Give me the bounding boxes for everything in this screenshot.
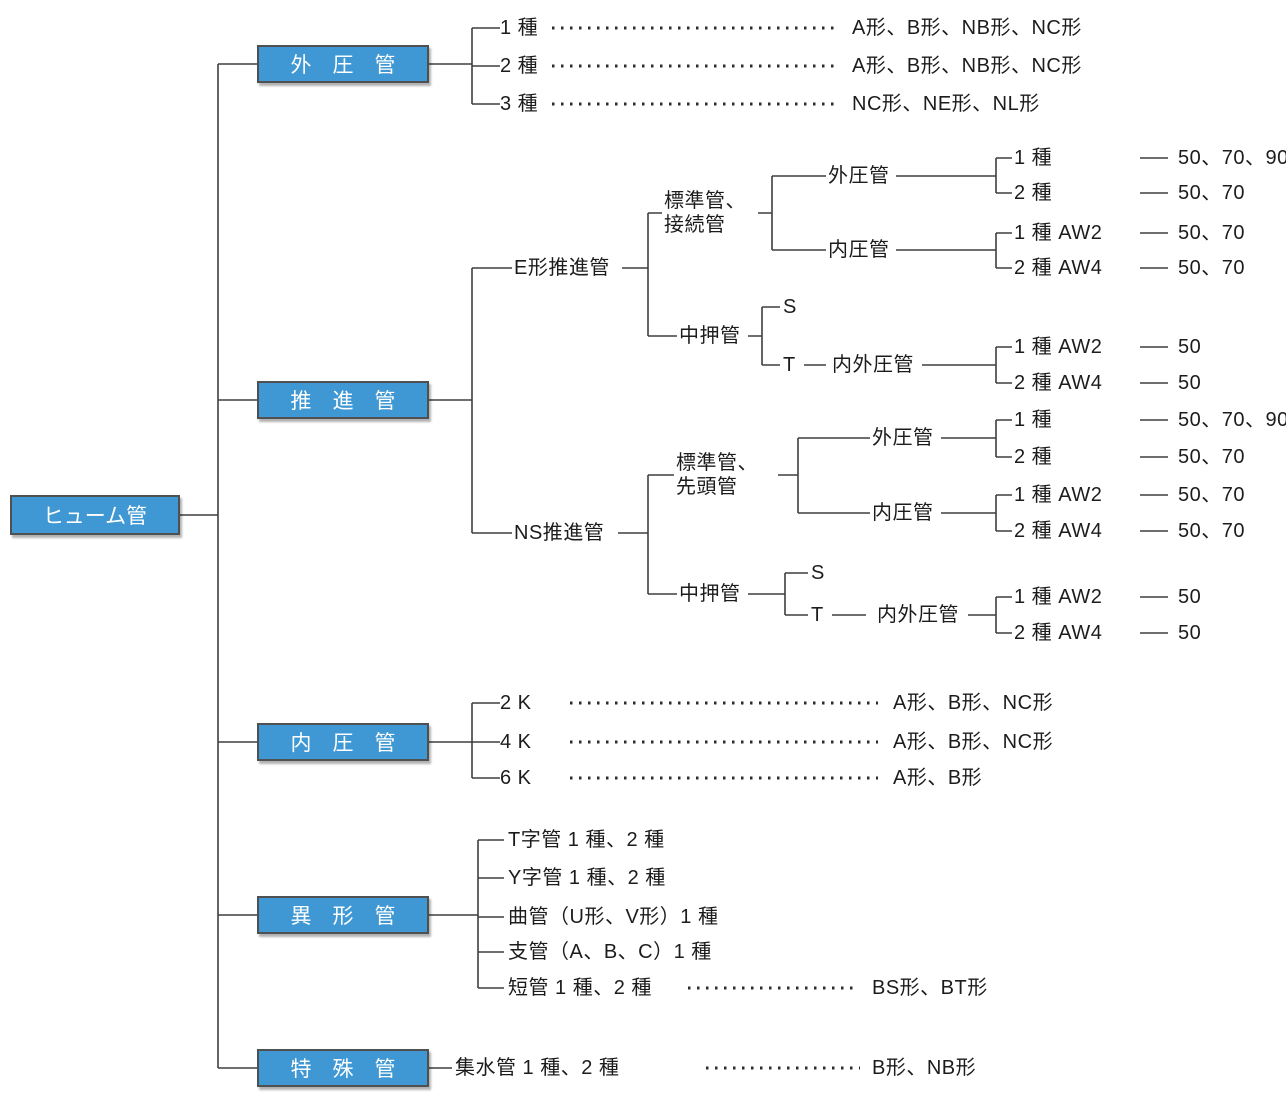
category-label: 推 進 管 — [290, 390, 396, 413]
category-box-tokushu: 特 殊 管 — [257, 1049, 429, 1087]
trunk-lines — [180, 63, 257, 1069]
branch-label-s: S — [783, 296, 797, 318]
dotted-leader — [688, 986, 858, 990]
size-values-label: 50 — [1178, 586, 1202, 608]
category-box-naiatsu: 内 圧 管 — [257, 723, 429, 761]
dotted-leader — [552, 26, 838, 30]
size-values-label: 50、70 — [1178, 520, 1245, 542]
class-type-label: 1 種 — [500, 17, 539, 39]
class-type-label: 1 種 AW2 — [1014, 484, 1103, 506]
category-label: 異 形 管 — [290, 905, 396, 928]
class-type-label: 2 種 AW4 — [1014, 622, 1103, 644]
branch-label-gaiatsukan: 外圧管 — [872, 427, 934, 449]
category-box-ikei: 異 形 管 — [257, 896, 429, 934]
gaiatsu-bracket — [429, 27, 500, 105]
size-values-label: 50、70 — [1178, 484, 1245, 506]
fitting-type-label: 曲管（U形、V形）1 種 — [508, 906, 719, 928]
naiatsu-bracket — [429, 702, 500, 779]
branch-label-t: T — [783, 354, 796, 376]
size-values-label: 50 — [1178, 622, 1202, 644]
class-type-label: 2 K — [500, 692, 532, 714]
form-types-label: A形、B形 — [893, 767, 983, 789]
ikei-bracket — [429, 839, 504, 989]
category-label: 特 殊 管 — [290, 1058, 396, 1081]
dotted-leader — [552, 102, 838, 106]
size-values-label: 50、70 — [1178, 446, 1245, 468]
branch-label-standard: 標準管、 — [664, 190, 746, 212]
branch-label-naiatsukan: 内圧管 — [872, 502, 934, 524]
form-types-label: A形、B形、NC形 — [893, 692, 1054, 714]
size-values-label: 50、70、90 — [1178, 147, 1286, 169]
special-pipe-label: 集水管 1 種、2 種 — [455, 1057, 620, 1079]
class-type-label: 2 種 — [1014, 182, 1053, 204]
fitting-type-label: 短管 1 種、2 種 — [508, 977, 652, 999]
form-types-label: BS形、BT形 — [872, 977, 988, 999]
form-types-label: A形、B形、NB形、NC形 — [852, 17, 1082, 39]
dotted-leader — [570, 701, 878, 705]
branch-label-naigaiatsukan: 内外圧管 — [877, 604, 959, 626]
branch-label-naiatsukan: 内圧管 — [828, 239, 890, 261]
suishin-ns-lines — [618, 419, 1012, 634]
size-values-label: 50、70 — [1178, 222, 1245, 244]
fitting-type-label: Y字管 1 種、2 種 — [508, 867, 666, 889]
category-box-suishin: 推 進 管 — [257, 381, 429, 419]
category-label: 外 圧 管 — [290, 54, 396, 77]
branch-label-standard: 接続管 — [664, 214, 726, 236]
dotted-leader — [570, 740, 878, 744]
class-type-label: 3 種 — [500, 93, 539, 115]
class-type-label: 4 K — [500, 731, 532, 753]
size-values-label: 50 — [1178, 336, 1202, 358]
branch-label-s: S — [811, 562, 825, 584]
class-type-label: 1 種 AW2 — [1014, 222, 1103, 244]
size-values-label: 50 — [1178, 372, 1202, 394]
size-values-label: 50、70 — [1178, 182, 1245, 204]
class-type-label: 1 種 — [1014, 147, 1053, 169]
category-box-gaiatsu: 外 圧 管 — [257, 45, 429, 83]
branch-label-e-suishin: E形推進管 — [514, 257, 610, 279]
class-type-label: 1 種 AW2 — [1014, 336, 1103, 358]
form-types-label: A形、B形、NB形、NC形 — [852, 55, 1082, 77]
root-node: ヒューム管 — [10, 495, 180, 535]
class-type-label: 6 K — [500, 767, 532, 789]
fitting-type-label: 支管（A、B、C）1 種 — [508, 941, 712, 963]
suishin-e-lines — [622, 157, 1012, 384]
dotted-leader — [706, 1066, 860, 1070]
size-values-label: 50、70 — [1178, 257, 1245, 279]
branch-label-naigaiatsukan: 内外圧管 — [832, 354, 914, 376]
category-label: 内 圧 管 — [290, 732, 396, 755]
branch-label-nakaoshi: 中押管 — [679, 325, 741, 347]
form-types-label: A形、B形、NC形 — [893, 731, 1054, 753]
class-type-label: 2 種 — [500, 55, 539, 77]
class-type-label: 1 種 — [1014, 409, 1053, 431]
branch-label-nakaoshi: 中押管 — [679, 583, 741, 605]
fitting-type-label: T字管 1 種、2 種 — [508, 829, 665, 851]
size-dashes — [1140, 157, 1168, 634]
branch-label-standard: 標準管、 — [676, 452, 758, 474]
dotted-leader — [570, 776, 878, 780]
branch-label-standard: 先頭管 — [676, 476, 738, 498]
class-type-label: 2 種 AW4 — [1014, 372, 1103, 394]
branch-label-t: T — [811, 604, 824, 626]
root-node-label: ヒューム管 — [42, 505, 148, 528]
class-type-label: 2 種 AW4 — [1014, 257, 1103, 279]
class-type-label: 2 種 — [1014, 446, 1053, 468]
class-type-label: 1 種 AW2 — [1014, 586, 1103, 608]
suishin-bracket — [429, 267, 512, 534]
size-values-label: 50、70、90 — [1178, 409, 1286, 431]
form-types-label: NC形、NE形、NL形 — [852, 93, 1040, 115]
class-type-label: 2 種 AW4 — [1014, 520, 1103, 542]
dotted-leader — [552, 64, 838, 68]
form-types-label: B形、NB形 — [872, 1057, 977, 1079]
branch-label-ns-suishin: NS推進管 — [514, 522, 605, 544]
branch-label-gaiatsukan: 外圧管 — [828, 165, 890, 187]
